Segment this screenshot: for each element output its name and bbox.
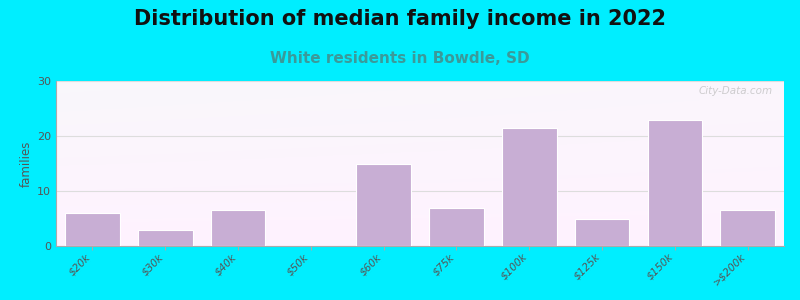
Text: White residents in Bowdle, SD: White residents in Bowdle, SD: [270, 51, 530, 66]
Bar: [429, 208, 484, 246]
Text: Distribution of median family income in 2022: Distribution of median family income in …: [134, 9, 666, 29]
Bar: [210, 210, 266, 246]
Text: City-Data.com: City-Data.com: [699, 86, 773, 96]
Y-axis label: families: families: [20, 140, 33, 187]
Bar: [356, 164, 411, 246]
Bar: [574, 218, 630, 246]
Bar: [502, 128, 557, 246]
Bar: [720, 210, 775, 246]
Bar: [65, 213, 120, 246]
Bar: [647, 119, 702, 246]
Bar: [138, 230, 193, 246]
